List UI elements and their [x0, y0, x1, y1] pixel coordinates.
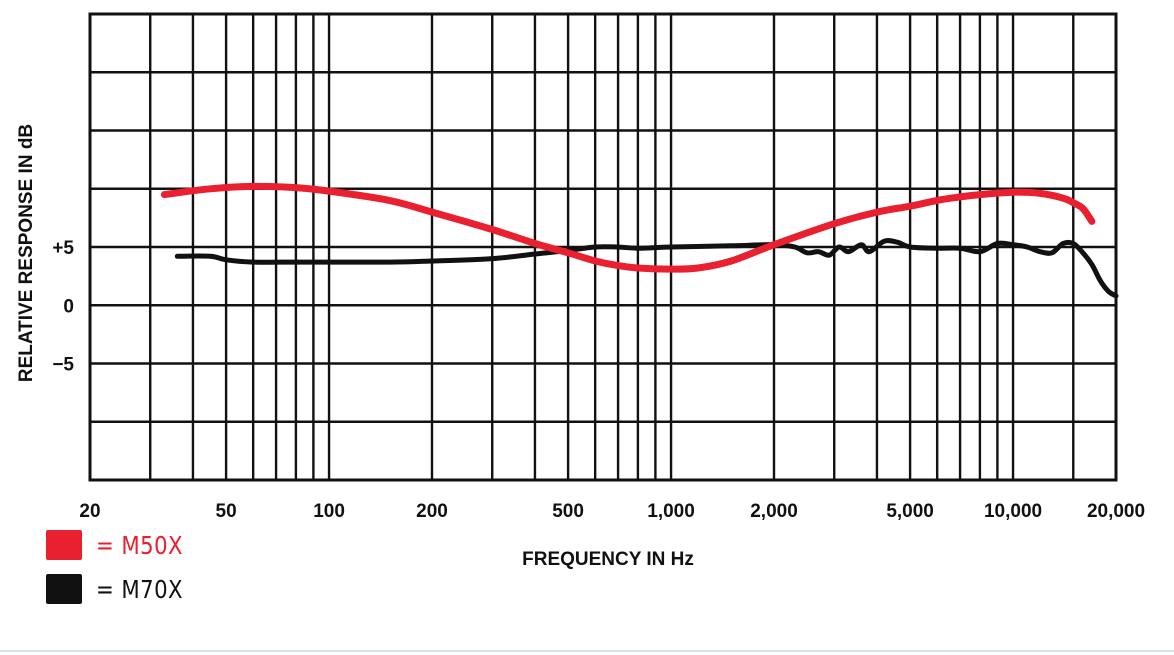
- series-line-m50x: [160, 182, 1096, 273]
- x-tick-label: 20,000: [1087, 501, 1145, 522]
- x-tick-label: 50: [216, 501, 237, 522]
- y-tick-labels: +5 0 −5: [52, 238, 74, 376]
- x-axis-title: FREQUENCY IN Hz: [522, 549, 694, 570]
- x-tick-labels: 20 50 100 200 500 1,000 2,000 5,000 10,000 20,000: [79, 501, 1145, 522]
- x-tick-label: 500: [552, 501, 584, 522]
- x-tick-label: 100: [313, 501, 345, 522]
- legend-item-m50x: = M50X: [46, 530, 198, 560]
- legend-label-m70x: = M70X: [96, 574, 184, 604]
- plot-frame: [88, 12, 1118, 482]
- series-line-m70x: [174, 238, 1119, 299]
- legend-label-m50x: = M50X: [96, 530, 184, 560]
- y-tick-label: +5: [52, 238, 74, 259]
- y-axis-title: RELATIVE RESPONSE IN dB: [16, 124, 37, 382]
- x-tick-label: 5,000: [886, 501, 934, 522]
- x-tick-label: 200: [416, 501, 448, 522]
- legend-item-m70x: = M70X: [46, 574, 198, 604]
- bottom-divider: [0, 650, 1174, 652]
- series-layer: [160, 182, 1119, 299]
- x-tick-label: 2,000: [750, 501, 798, 522]
- x-tick-label: 1,000: [647, 501, 695, 522]
- legend-swatch-m70x: [46, 574, 82, 604]
- legend-swatch-m50x: [46, 530, 82, 560]
- y-tick-label: −5: [52, 355, 74, 376]
- y-tick-label: 0: [63, 296, 74, 317]
- x-tick-label: 10,000: [984, 501, 1042, 522]
- x-tick-label: 20: [79, 501, 100, 522]
